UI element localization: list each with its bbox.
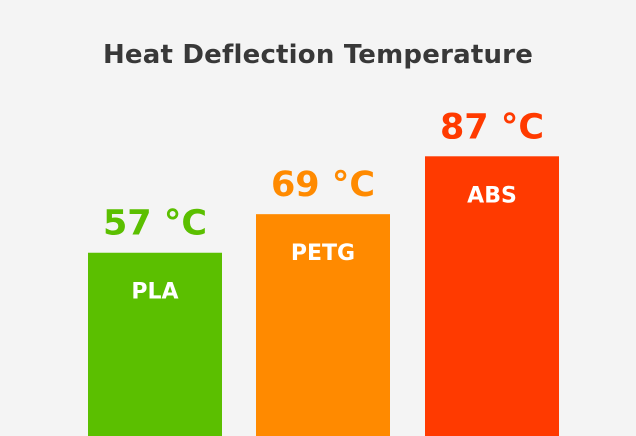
chart-title: Heat Deflection Temperature: [102, 40, 534, 70]
value-label-pla: 57 °C: [103, 204, 207, 244]
category-label-pla: PLA: [131, 280, 178, 305]
value-label-abs: 87 °C: [440, 107, 544, 147]
value-label-petg: 69 °C: [271, 165, 375, 205]
bar-abs: [425, 156, 559, 436]
bar-pla: [88, 252, 222, 436]
category-label-abs: ABS: [467, 183, 517, 208]
bar-petg: [256, 214, 390, 436]
category-label-petg: PETG: [291, 241, 355, 266]
